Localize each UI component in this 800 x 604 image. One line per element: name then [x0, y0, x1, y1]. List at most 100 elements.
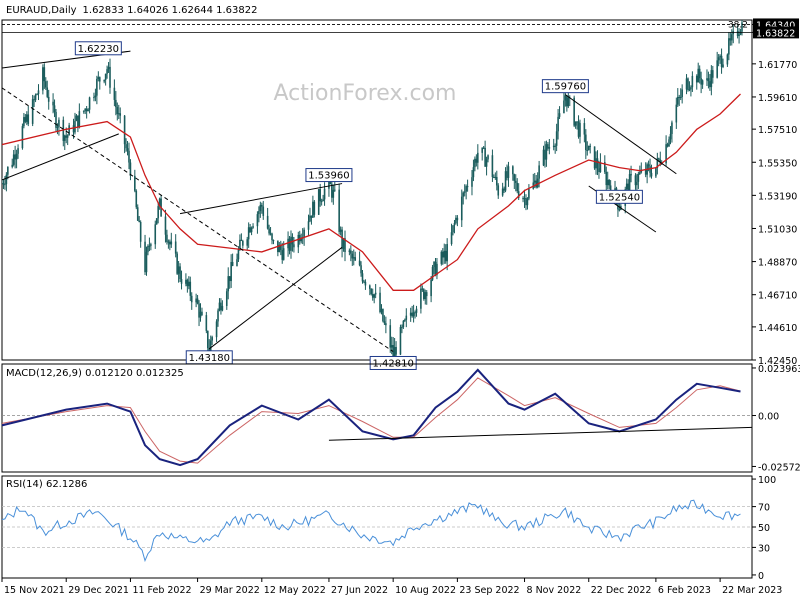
- candle-body: [220, 302, 222, 311]
- candle-body: [312, 201, 314, 218]
- candle-body: [198, 303, 200, 318]
- macd-axis-label: 0.00: [758, 412, 779, 423]
- candle-body: [465, 186, 467, 192]
- price-panel: 1.622301.431801.539601.428101.597601.525…: [1, 18, 799, 370]
- candle-body: [533, 180, 536, 183]
- candle-body: [84, 108, 86, 111]
- candle-body: [279, 244, 282, 251]
- candle-body: [96, 78, 98, 96]
- candle-body: [239, 239, 241, 250]
- candle-body: [37, 90, 40, 95]
- candle-body: [344, 238, 346, 253]
- candle-body: [401, 327, 403, 329]
- candle-body: [605, 171, 608, 186]
- candle-body: [332, 189, 335, 198]
- candle-body: [78, 111, 81, 128]
- candle-body: [170, 241, 173, 245]
- candle-body: [412, 312, 415, 317]
- candle-body: [319, 189, 321, 202]
- candle-body: [139, 222, 142, 242]
- candle-body: [82, 110, 85, 112]
- candle-body: [434, 261, 437, 276]
- candle-body: [574, 121, 577, 126]
- candle-body: [512, 166, 514, 175]
- candle-body: [471, 177, 473, 187]
- date-axis-label: 8 Nov 2022: [527, 585, 582, 596]
- candle-body: [313, 201, 316, 215]
- candle-body: [333, 189, 336, 191]
- candle-body: [150, 244, 152, 246]
- candle-body: [676, 96, 679, 105]
- candle-body: [155, 218, 158, 225]
- candle-body: [444, 250, 447, 262]
- candle-body: [74, 120, 76, 133]
- rsi-panel: 100 70 50 30 0: [1, 475, 776, 582]
- candle-body: [348, 250, 351, 253]
- annotation-label-box: [541, 79, 589, 94]
- annotation-label-box: [369, 355, 417, 370]
- candle-body: [528, 188, 530, 199]
- candle-body: [370, 288, 373, 295]
- candle-body: [395, 346, 397, 355]
- candle-body: [68, 125, 70, 136]
- candle-body: [420, 288, 422, 309]
- candle-body: [380, 308, 383, 313]
- candle-body: [147, 245, 149, 253]
- candle-body: [433, 261, 435, 267]
- candle-body: [514, 180, 517, 183]
- candle-body: [628, 174, 631, 194]
- annotation-label-box: [305, 168, 353, 183]
- candle-body: [148, 245, 151, 247]
- candle-body: [555, 131, 558, 146]
- price-axis-label: 1.42450: [758, 356, 797, 367]
- candle-body: [134, 175, 136, 191]
- price-axis-label: 1.61770: [758, 60, 797, 71]
- candle-body: [290, 236, 292, 251]
- candle-body: [211, 337, 213, 341]
- candle-body: [440, 251, 443, 264]
- candle-body: [42, 67, 44, 91]
- candle-body: [564, 95, 567, 101]
- candle-body: [360, 265, 362, 274]
- candle-body: [88, 97, 91, 110]
- candle-body: [625, 183, 628, 190]
- candle-body: [282, 248, 285, 260]
- candle-body: [65, 135, 68, 138]
- candle-body: [431, 266, 434, 280]
- candle-body: [650, 172, 653, 177]
- date-axis-label: 22 Mar 2023: [722, 585, 782, 596]
- candle-body: [103, 80, 105, 82]
- candle-body: [196, 298, 199, 304]
- candle-body: [14, 154, 16, 160]
- candle-body: [503, 188, 505, 191]
- candle-body: [583, 123, 586, 135]
- annotation-label: 1.43180: [189, 353, 230, 364]
- candle-body: [526, 198, 529, 206]
- rsi-axis-label: 100: [758, 475, 776, 486]
- candle-body: [608, 179, 610, 186]
- candle-body: [107, 66, 110, 70]
- fib-level-label: 38.2: [728, 20, 748, 30]
- candle-body: [545, 144, 548, 160]
- candle-body: [501, 188, 504, 196]
- candle-body: [342, 238, 345, 249]
- candle-body: [450, 232, 453, 245]
- candle-body: [256, 214, 259, 227]
- candle-body: [15, 153, 18, 160]
- candle-body: [135, 190, 138, 208]
- candle-body: [246, 239, 249, 246]
- candle-body: [525, 198, 527, 206]
- candle-body: [23, 117, 25, 127]
- candle-body: [589, 145, 592, 147]
- candle-body: [453, 223, 456, 226]
- candle-body: [43, 67, 46, 82]
- candle-body: [4, 184, 6, 186]
- rsi-line: [1, 499, 741, 563]
- candle-body: [247, 227, 250, 240]
- candle-body: [627, 183, 629, 194]
- candle-body: [66, 135, 69, 138]
- candle-body: [681, 89, 683, 98]
- date-axis-label: 29 Dec 2021: [68, 585, 129, 596]
- candle-body: [34, 94, 37, 101]
- candle-body: [474, 158, 476, 168]
